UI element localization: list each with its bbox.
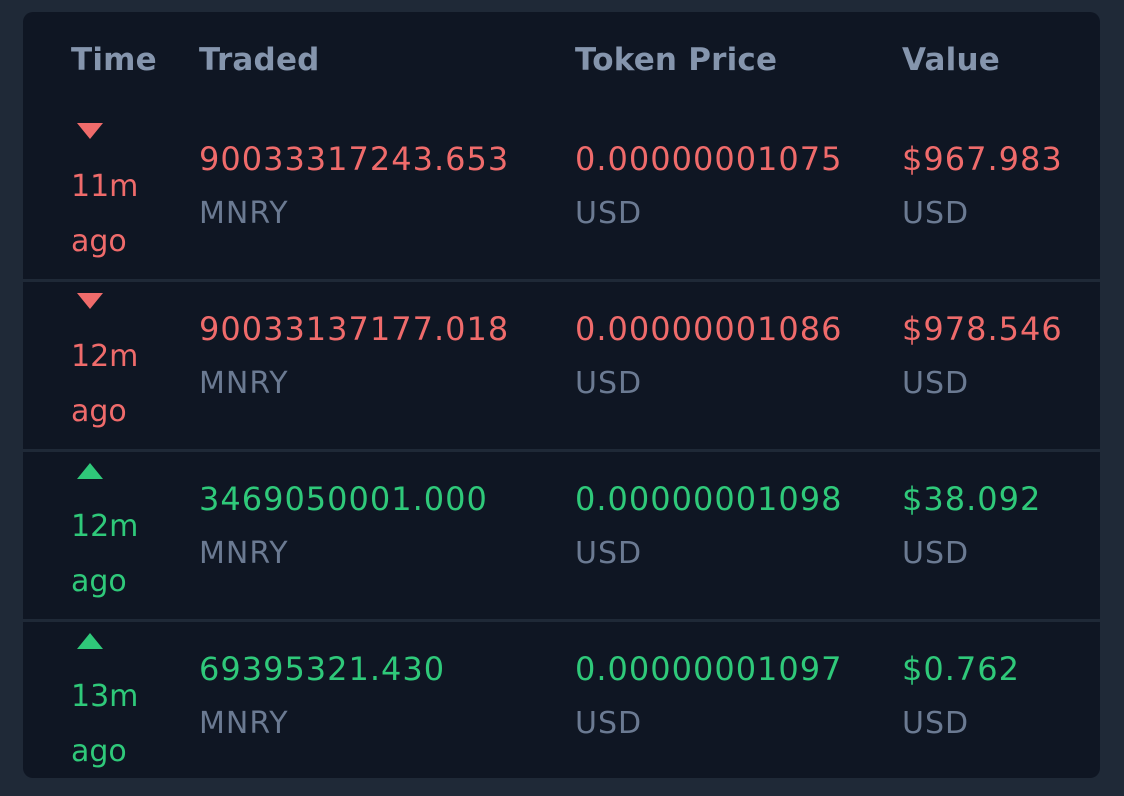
- price-unit: USD: [575, 366, 643, 401]
- trades-table: Time Traded Token Price Value 11m ago 90…: [23, 12, 1100, 778]
- triangle-down-icon: [77, 123, 103, 139]
- traded-unit: MNRY: [199, 196, 289, 231]
- trade-time-value: 13m: [71, 679, 139, 714]
- traded-amount: 69395321.430: [199, 650, 446, 688]
- header-token-price[interactable]: Token Price: [575, 42, 778, 78]
- trade-time-suffix: ago: [71, 564, 127, 599]
- trade-time-value: 11m: [71, 169, 139, 204]
- header-time[interactable]: Time: [71, 42, 157, 78]
- table-row[interactable]: 12m ago 90033137177.018 MNRY 0.000000010…: [23, 284, 1100, 452]
- value-unit: USD: [902, 706, 970, 741]
- token-price: 0.00000001097: [575, 650, 843, 688]
- trade-value: $0.762: [902, 650, 1020, 688]
- triangle-up-icon: [77, 463, 103, 479]
- trade-time: 12m ago: [71, 499, 138, 609]
- value-unit: USD: [902, 196, 970, 231]
- token-price: 0.00000001098: [575, 480, 843, 518]
- token-price: 0.00000001086: [575, 310, 843, 348]
- header-value[interactable]: Value: [902, 42, 1000, 78]
- trade-time-value: 12m: [71, 339, 139, 374]
- triangle-up-icon: [77, 633, 103, 649]
- price-unit: USD: [575, 536, 643, 571]
- trade-time: 13m ago: [71, 669, 138, 778]
- traded-unit: MNRY: [199, 366, 289, 401]
- trade-time: 11m ago: [71, 159, 138, 269]
- trade-time-suffix: ago: [71, 224, 127, 259]
- value-unit: USD: [902, 536, 970, 571]
- traded-amount: 90033137177.018: [199, 310, 510, 348]
- traded-amount: 90033317243.653: [199, 140, 510, 178]
- traded-amount: 3469050001.000: [199, 480, 488, 518]
- price-unit: USD: [575, 706, 643, 741]
- trade-time-suffix: ago: [71, 734, 127, 769]
- trade-value: $38.092: [902, 480, 1042, 518]
- table-row[interactable]: 13m ago 69395321.430 MNRY 0.00000001097 …: [23, 624, 1100, 778]
- traded-unit: MNRY: [199, 706, 289, 741]
- trade-time-suffix: ago: [71, 394, 127, 429]
- trade-time: 12m ago: [71, 329, 138, 439]
- trade-value: $978.546: [902, 310, 1063, 348]
- price-unit: USD: [575, 196, 643, 231]
- traded-unit: MNRY: [199, 536, 289, 571]
- table-row[interactable]: 11m ago 90033317243.653 MNRY 0.000000010…: [23, 114, 1100, 282]
- trade-time-value: 12m: [71, 509, 139, 544]
- value-unit: USD: [902, 366, 970, 401]
- table-header: Time Traded Token Price Value: [23, 12, 1100, 112]
- triangle-down-icon: [77, 293, 103, 309]
- trade-value: $967.983: [902, 140, 1063, 178]
- token-price: 0.00000001075: [575, 140, 843, 178]
- header-traded[interactable]: Traded: [199, 42, 320, 78]
- table-row[interactable]: 12m ago 3469050001.000 MNRY 0.0000000109…: [23, 454, 1100, 622]
